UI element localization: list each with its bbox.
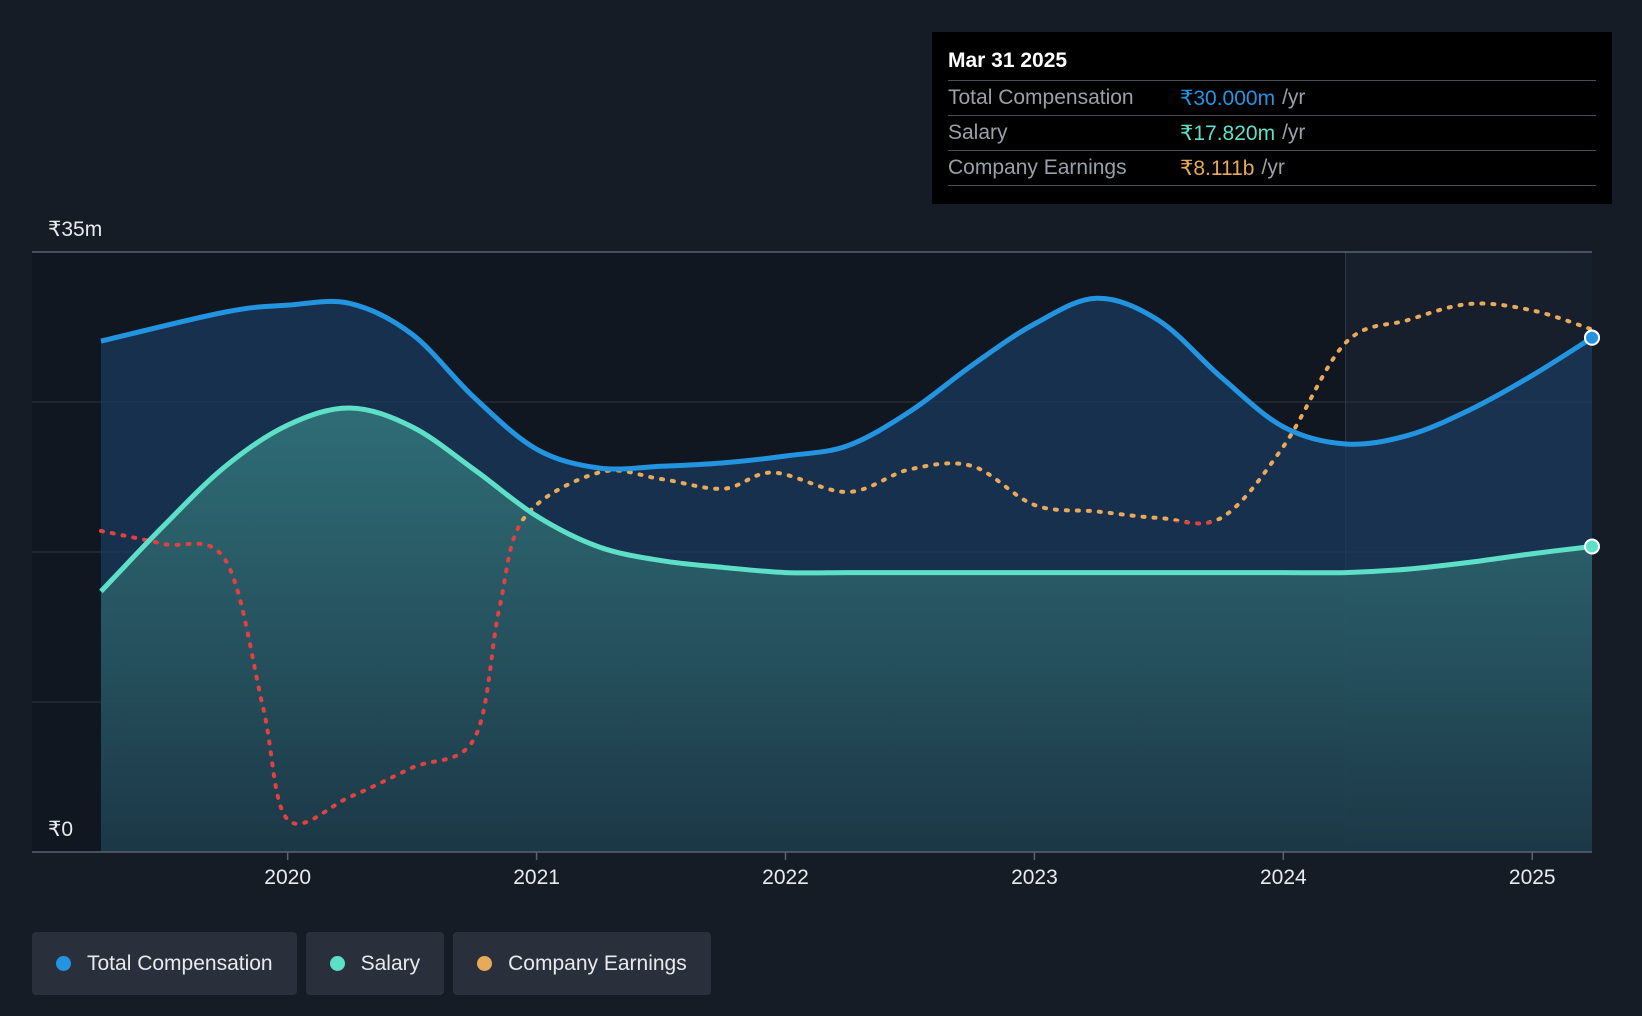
total-compensation-line [100, 295, 1594, 472]
legend-item-salary[interactable]: Salary [305, 932, 445, 995]
legend-item-total-compensation[interactable]: Total Compensation [32, 932, 297, 995]
x-tick-label: 2022 [762, 866, 809, 889]
legend-dot-icon [56, 956, 71, 971]
legend-dot-icon [329, 956, 345, 971]
legend-dot-icon [477, 956, 493, 971]
x-tick-label: 2020 [264, 866, 311, 889]
tooltip-label: Company Earnings [948, 156, 1127, 179]
tooltip-label: Total Compensation [948, 86, 1134, 109]
salary-end-marker [1584, 538, 1600, 555]
company-earnings-negative-line [98, 521, 1219, 826]
legend-label: Company Earnings [508, 951, 687, 975]
tooltip-value: ₹30.000m [1180, 86, 1276, 110]
legend-item-company-earnings[interactable]: Company Earnings [453, 932, 711, 995]
tooltip-row-total-compensation: Total Compensation ₹30.000m /yr [948, 80, 1596, 115]
tooltip-value: ₹17.820m [1180, 121, 1276, 145]
legend-label: Total Compensation [87, 951, 273, 975]
tooltip-unit: /yr [1282, 121, 1306, 144]
tooltip-label: Salary [948, 121, 1008, 144]
legend: Total Compensation Salary Company Earnin… [32, 932, 711, 995]
y-tick-label-min: ₹0 [48, 818, 73, 841]
x-tick-label: 2024 [1260, 866, 1307, 889]
company-earnings-line [519, 301, 1594, 522]
tooltip-row-salary: Salary ₹17.820m /yr [948, 115, 1596, 150]
tooltip-row-company-earnings: Company Earnings ₹8.111b /yr [948, 150, 1596, 186]
tooltip: Mar 31 2025 Total Compensation ₹30.000m … [932, 32, 1612, 204]
y-tick-label-max: ₹35m [48, 218, 102, 241]
tooltip-value: ₹8.111b [1180, 156, 1255, 180]
tooltip-date: Mar 31 2025 [948, 49, 1068, 72]
x-tick-label: 2023 [1011, 866, 1058, 889]
x-tick-label: 2025 [1509, 866, 1556, 889]
tooltip-unit: /yr [1261, 156, 1285, 179]
legend-label: Salary [360, 951, 421, 975]
x-tick-label: 2021 [513, 866, 560, 889]
salary-line [99, 405, 1593, 594]
tooltip-unit: /yr [1282, 86, 1306, 109]
total-compensation-end-marker [1584, 329, 1600, 346]
